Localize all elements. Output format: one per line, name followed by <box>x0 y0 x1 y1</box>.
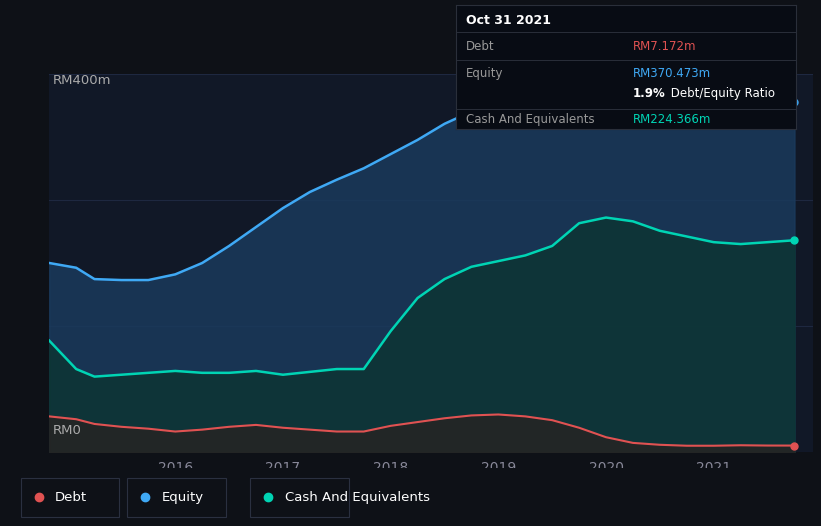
Text: RM0: RM0 <box>53 424 82 437</box>
Text: Cash And Equivalents: Cash And Equivalents <box>466 113 594 126</box>
Text: Debt: Debt <box>55 491 87 503</box>
Text: RM400m: RM400m <box>53 74 112 87</box>
Text: Debt: Debt <box>466 40 494 53</box>
Text: RM7.172m: RM7.172m <box>633 40 696 53</box>
Text: Debt/Equity Ratio: Debt/Equity Ratio <box>667 87 775 100</box>
Text: Oct 31 2021: Oct 31 2021 <box>466 14 551 27</box>
Text: Equity: Equity <box>466 67 503 80</box>
Text: Cash And Equivalents: Cash And Equivalents <box>285 491 430 503</box>
Text: RM224.366m: RM224.366m <box>633 113 711 126</box>
Text: Equity: Equity <box>162 491 204 503</box>
Text: RM370.473m: RM370.473m <box>633 67 711 80</box>
Text: 1.9%: 1.9% <box>633 87 666 100</box>
